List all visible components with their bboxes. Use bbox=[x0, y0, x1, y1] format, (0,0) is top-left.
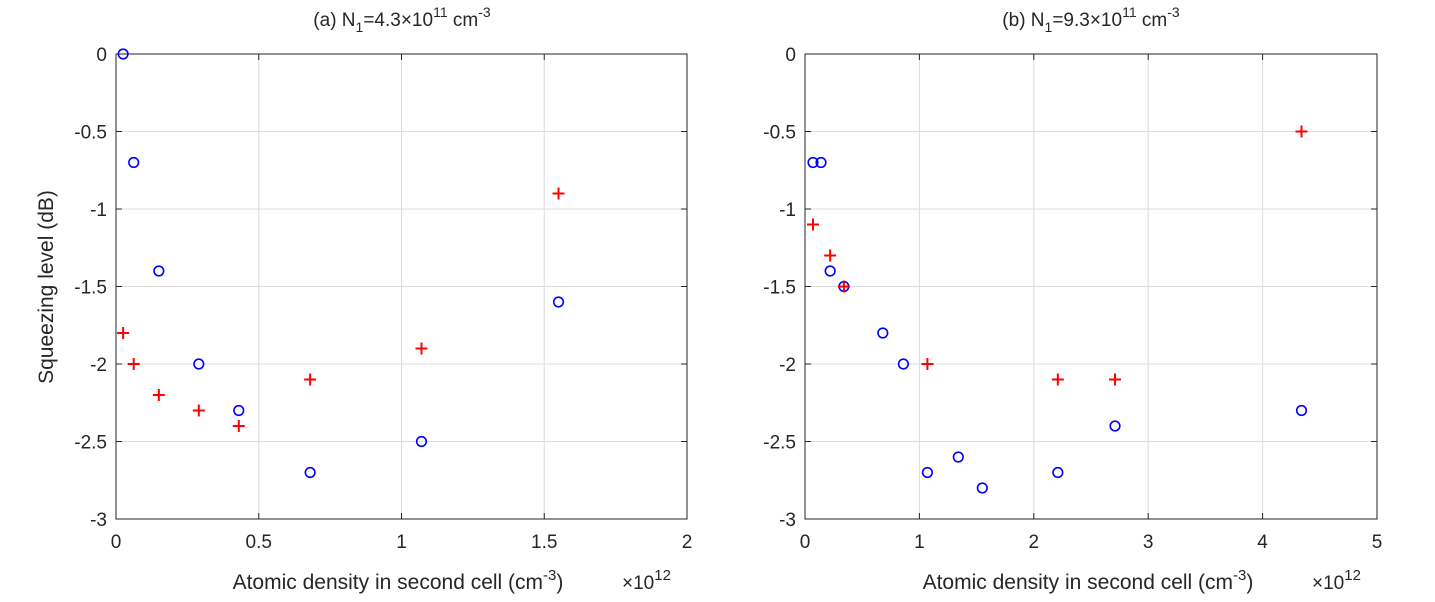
panel-a-x-tick-label-1: 0.5 bbox=[246, 532, 272, 553]
panel-a-plot-area: 0 0.5 1 1.5 2 0 -0.5 -1 -1.5 -2 -2.5 -3 bbox=[74, 45, 692, 553]
panel-a-y-tick-label-0: 0 bbox=[96, 45, 107, 66]
panel-a-plus-point-5 bbox=[304, 373, 317, 386]
panel-b-circle-point-11 bbox=[1295, 404, 1308, 417]
panel-a-circle-point-0 bbox=[117, 48, 129, 60]
panel-b-x-tick-label-4: 4 bbox=[1257, 532, 1268, 553]
panel-a-y-tick-label-1: -0.5 bbox=[74, 123, 107, 144]
panel-a-plus-point-6 bbox=[415, 342, 428, 355]
panel-b-y-tick-label-3: -1.5 bbox=[763, 278, 796, 299]
panel-b-circle-point-6 bbox=[921, 466, 934, 479]
panel-b-x-tick-label-0: 0 bbox=[800, 532, 811, 553]
panel-a-plus-point-1 bbox=[127, 358, 140, 370]
panel-b-title: (b) N1=9.3×1011 cm-3 bbox=[1002, 4, 1180, 35]
panel-a-circle-point-2 bbox=[153, 265, 165, 277]
panel-b-x-tick-label-1: 1 bbox=[914, 532, 925, 553]
panel-a-circle-point-1 bbox=[128, 156, 140, 169]
panel-b-y-tick-label-0: 0 bbox=[785, 45, 796, 66]
panel-a-y-tick-label-5: -2.5 bbox=[74, 433, 107, 454]
panel-a-x-tick-label-3: 1.5 bbox=[531, 532, 557, 553]
panel-b-plus-point-4 bbox=[1051, 373, 1064, 386]
panel-a-plus-point-3 bbox=[192, 404, 205, 417]
panel-b-plus-point-3 bbox=[921, 358, 934, 370]
panel-a-circle-point-3 bbox=[193, 358, 205, 370]
panel-a-title: (a) N1=4.3×1011 cm-3 bbox=[313, 4, 491, 35]
panel-b-circle-point-0 bbox=[807, 156, 819, 169]
panel-b-plot-area: 0 1 2 3 4 5 0 -0.5 -1 -1.5 -2 -2.5 -3 bbox=[763, 45, 1382, 553]
panel-b-y-tick-label-6: -3 bbox=[779, 510, 796, 531]
panel-a-plus-point-4 bbox=[232, 420, 245, 432]
panel-b-circle-point-10 bbox=[1109, 420, 1121, 432]
panel-b-xlabel: Atomic density in second cell (cm-3) bbox=[923, 567, 1254, 594]
panel-b-circle-point-4 bbox=[877, 327, 889, 339]
panel-b-circle-point-8 bbox=[976, 482, 988, 494]
panel-a: (a) N1=4.3×1011 cm-3 Squeezing level (dB… bbox=[35, 4, 692, 594]
panel-a-plus-point-0 bbox=[117, 327, 130, 339]
panel-a-circle-point-5 bbox=[304, 466, 316, 479]
panel-b-plus-point-1 bbox=[824, 249, 837, 262]
panel-a-plus-point-7 bbox=[552, 187, 565, 200]
panel-a-xlabel: Atomic density in second cell (cm-3) bbox=[233, 567, 564, 594]
panel-a-y-tick-label-2: -1 bbox=[90, 200, 107, 221]
panel-a-circle-point-6 bbox=[415, 435, 428, 448]
panel-a-y-tick-label-6: -3 bbox=[90, 510, 107, 531]
panel-a-x-multiplier: ×1012 bbox=[622, 567, 671, 594]
panel-b-circle-point-2 bbox=[824, 265, 836, 277]
panel-b-x-tick-label-3: 3 bbox=[1143, 532, 1154, 553]
panel-b-x-tick-label-5: 5 bbox=[1372, 532, 1383, 553]
panel-b-circle-point-7 bbox=[952, 451, 964, 463]
panel-b-plus-point-0 bbox=[807, 218, 820, 231]
panel-b-circle-point-9 bbox=[1052, 466, 1064, 479]
panel-b-circle-point-1 bbox=[815, 156, 827, 169]
panel-b-y-tick-label-2: -1 bbox=[779, 200, 796, 221]
panel-a-x-tick-label-2: 1 bbox=[396, 532, 407, 553]
panel-a-circle-point-4 bbox=[233, 404, 245, 417]
panel-b-y-tick-label-4: -2 bbox=[779, 355, 796, 376]
panel-b-y-tick-label-1: -0.5 bbox=[763, 123, 796, 144]
panel-b: (b) N1=9.3×1011 cm-3 Atomic density in s… bbox=[763, 4, 1382, 594]
panel-b-y-tick-label-5: -2.5 bbox=[763, 433, 796, 454]
panel-a-y-tick-label-3: -1.5 bbox=[74, 278, 107, 299]
panel-a-plus-point-2 bbox=[152, 389, 165, 401]
panel-b-x-multiplier: ×1012 bbox=[1312, 567, 1361, 594]
panel-a-circle-point-7 bbox=[552, 296, 565, 308]
panel-a-y-tick-label-4: -2 bbox=[90, 355, 107, 376]
panel-b-plus-point-5 bbox=[1109, 373, 1122, 386]
panel-b-x-tick-label-2: 2 bbox=[1029, 532, 1040, 553]
panel-b-plus-point-2 bbox=[837, 280, 850, 293]
panel-b-circle-point-5 bbox=[897, 358, 909, 370]
panel-b-plus-point-6 bbox=[1295, 125, 1308, 138]
panel-a-x-tick-label-0: 0 bbox=[111, 532, 122, 553]
panel-a-x-tick-label-4: 2 bbox=[682, 532, 693, 553]
panel-a-ylabel: Squeezing level (dB) bbox=[35, 190, 58, 384]
